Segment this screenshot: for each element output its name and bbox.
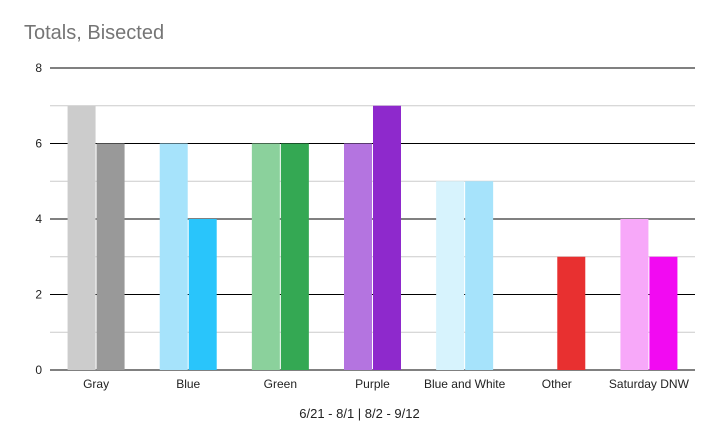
- bar: [159, 143, 188, 370]
- bar: [280, 143, 309, 370]
- bar: [188, 219, 217, 370]
- bar: [649, 256, 678, 370]
- bar: [67, 105, 96, 370]
- bar: [344, 143, 372, 370]
- bar: [251, 143, 280, 370]
- x-tick-label: Saturday DNW: [609, 377, 690, 391]
- bar: [373, 105, 401, 370]
- y-tick-label: 2: [35, 288, 42, 302]
- x-tick-label: Gray: [83, 377, 109, 391]
- bar: [96, 143, 125, 370]
- y-tick-label: 0: [35, 363, 42, 377]
- bar: [436, 181, 465, 370]
- chart-title: Totals, Bisected: [24, 22, 165, 44]
- bar: [465, 181, 494, 370]
- y-tick-label: 4: [35, 212, 42, 226]
- x-tick-label: Purple: [355, 377, 390, 391]
- bar: [620, 219, 649, 370]
- x-tick-label: Blue: [176, 377, 200, 391]
- x-tick-label: Other: [542, 377, 572, 391]
- x-tick-label: Blue and White: [424, 377, 506, 391]
- x-axis-label: 6/21 - 8/1 | 8/2 - 9/12: [299, 406, 420, 421]
- y-tick-label: 6: [35, 137, 42, 151]
- bar: [557, 256, 586, 370]
- x-tick-label: Green: [264, 377, 297, 391]
- y-tick-label: 8: [35, 61, 42, 75]
